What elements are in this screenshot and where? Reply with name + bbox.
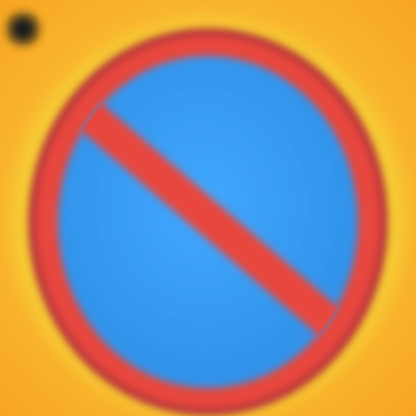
mounting-spot [12, 18, 34, 40]
diagonal-slash [58, 77, 358, 353]
